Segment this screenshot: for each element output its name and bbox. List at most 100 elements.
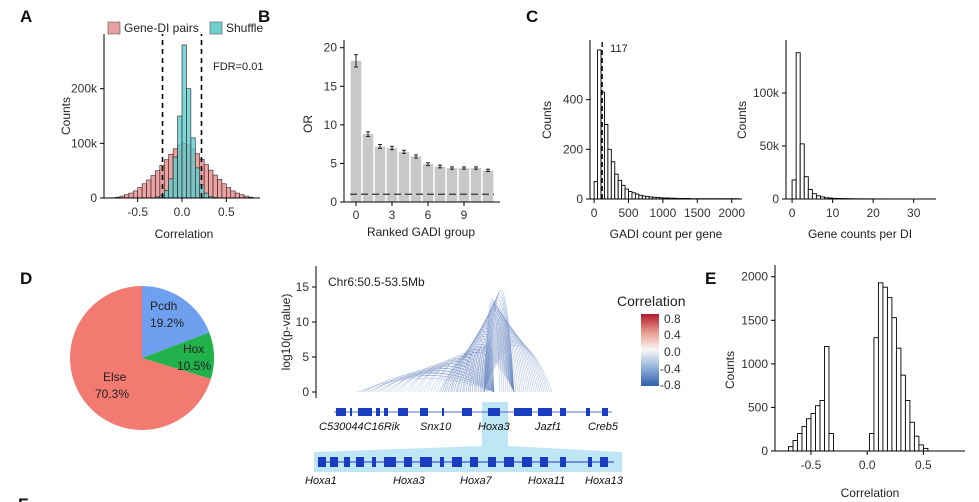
or-bar — [470, 168, 482, 202]
panel-b-ytick-label: 5 — [330, 156, 337, 170]
panel-e-ytick-label: 2000 — [741, 270, 768, 284]
gene-di-bar — [217, 179, 223, 199]
gadi-count-bar — [610, 161, 616, 200]
fdr-annotation: FDR=0.01 — [213, 61, 263, 73]
arc-ytick-label: 0 — [302, 385, 309, 399]
zoom-gene-track — [318, 457, 614, 467]
panel-b-ylabel: OR — [301, 115, 315, 133]
interaction-arc — [483, 334, 541, 393]
interaction-arc — [439, 351, 515, 393]
panel-e-ytick-label: 1000 — [741, 357, 768, 371]
gene-block — [538, 408, 552, 416]
interaction-arc — [396, 365, 495, 393]
pie-slice-else — [70, 286, 211, 430]
interaction-arc — [483, 337, 545, 393]
interaction-arc — [483, 325, 531, 393]
gene-label-c530044c16rik: C530044C16Rik — [319, 421, 400, 433]
zoom-gene-block — [522, 457, 532, 467]
legend-swatch-gene-di — [107, 21, 121, 35]
colorbar-tick-1: 0.4 — [664, 328, 681, 342]
panel-e-ytick-label: 0 — [761, 444, 768, 458]
panel-e-bars — [788, 282, 929, 452]
panel-c-right-ytick-label: 0 — [772, 192, 779, 206]
gene-label-snx10: Snx10 — [420, 421, 452, 433]
correlation-bar — [877, 282, 884, 452]
panel-b-ytick-label: 10 — [324, 118, 338, 132]
gene-block — [442, 408, 444, 416]
panel-label-f: F — [18, 495, 28, 502]
gene-count-bar — [803, 176, 809, 200]
gadi-count-bar — [593, 181, 599, 200]
correlation-bar — [918, 444, 924, 452]
panel-label-e: E — [705, 269, 716, 288]
or-bar — [410, 156, 422, 202]
panel-b-bar-chart: 0 3 6 9 0 5 10 15 20 Ranked GADI group OR — [301, 40, 500, 239]
panel-label-a: A — [20, 7, 32, 26]
panel-a-ytick-label: 0 — [90, 191, 97, 205]
gene-di-bar — [146, 179, 152, 199]
correlation-bar — [819, 400, 825, 452]
gene-label-hoxa3: Hoxa3 — [478, 421, 511, 433]
or-bar — [434, 166, 446, 202]
correlation-bar — [801, 426, 807, 452]
gene-block — [488, 408, 500, 416]
panel-label-b: B — [258, 7, 270, 26]
zoom-gene-block — [372, 457, 376, 467]
panel-b-xtick-label: 3 — [389, 208, 396, 222]
panel-e-xtick-label: 0.0 — [859, 458, 876, 472]
correlation-bar — [810, 413, 816, 452]
shuffle-bar — [194, 167, 201, 199]
panel-e-ticks: -0.5 0.0 0.5 0 500 1000 1500 2000 — [741, 270, 932, 472]
zoom-gene-block — [504, 457, 514, 467]
panel-c-right-bars — [791, 52, 931, 200]
interaction-arc — [474, 347, 495, 393]
correlation-bar — [824, 345, 830, 452]
gene-di-bar — [234, 192, 240, 199]
legend-label-shuffle: Shuffle — [226, 21, 263, 35]
panel-c-left-xtick-label: 0 — [591, 206, 598, 220]
panel-a-ytick-label: 200k — [71, 82, 98, 96]
interaction-arc — [455, 330, 515, 393]
gadi-count-bar — [634, 193, 640, 200]
interaction-arc — [384, 370, 495, 393]
pie-label-hox-pct: 10.5% — [177, 359, 211, 373]
gene-di-bar — [208, 169, 214, 199]
zoom-gene-block — [318, 457, 326, 467]
gene-count-bar — [795, 52, 801, 200]
zoom-label-hoxa1: Hoxa1 — [305, 475, 337, 487]
panel-b-xlabel: Ranked GADI group — [367, 225, 475, 239]
panel-b-xtick-label: 0 — [353, 208, 360, 222]
panel-a-ticks: -0.5 0.0 0.5 0 100k 200k — [71, 82, 235, 219]
correlation-bar — [806, 418, 812, 452]
panel-c-left-xlabel: GADI count per gene — [610, 227, 723, 241]
or-bar — [350, 60, 362, 203]
gene-di-bar — [132, 190, 138, 199]
panel-c-left-histogram: 117 0 500 1000 1500 2000 0 200 400 GADI count p… — [540, 40, 745, 241]
gene-di-bar — [230, 190, 236, 199]
pie-label-else-name: Else — [103, 370, 127, 384]
panel-label-c: C — [526, 7, 538, 26]
panel-e-histogram: -0.5 0.0 0.5 0 500 1000 1500 2000 Correlation C… — [723, 265, 965, 500]
gene-di-bar — [226, 187, 232, 199]
gadi-count-bar — [617, 179, 623, 200]
gadi-count-bar — [621, 184, 626, 200]
interaction-arc — [483, 328, 535, 393]
interaction-arc — [483, 303, 507, 393]
gene-di-bar — [155, 170, 161, 199]
gene-count-bar — [811, 193, 817, 200]
median-annotation: 117 — [610, 43, 628, 55]
or-bar — [458, 168, 470, 202]
colorbar-tick-0: 0.8 — [664, 312, 681, 326]
panel-c-left-ytick-label: 200 — [563, 142, 583, 156]
arc-ytick-label: 10 — [296, 315, 310, 329]
interaction-arc — [483, 299, 503, 393]
pie-slices — [70, 286, 214, 430]
pie-label-pcdh-pct: 19.2% — [150, 316, 184, 330]
zoom-gene-block — [404, 457, 412, 467]
gadi-count-bar — [603, 124, 609, 200]
panel-c-left-ytick-label: 400 — [563, 93, 583, 107]
panel-b-xtick-label: 9 — [461, 208, 468, 222]
pie-label-pcdh-name: Pcdh — [150, 299, 177, 313]
pie-label-else-pct: 70.3% — [95, 387, 129, 401]
gene-block — [376, 408, 380, 416]
